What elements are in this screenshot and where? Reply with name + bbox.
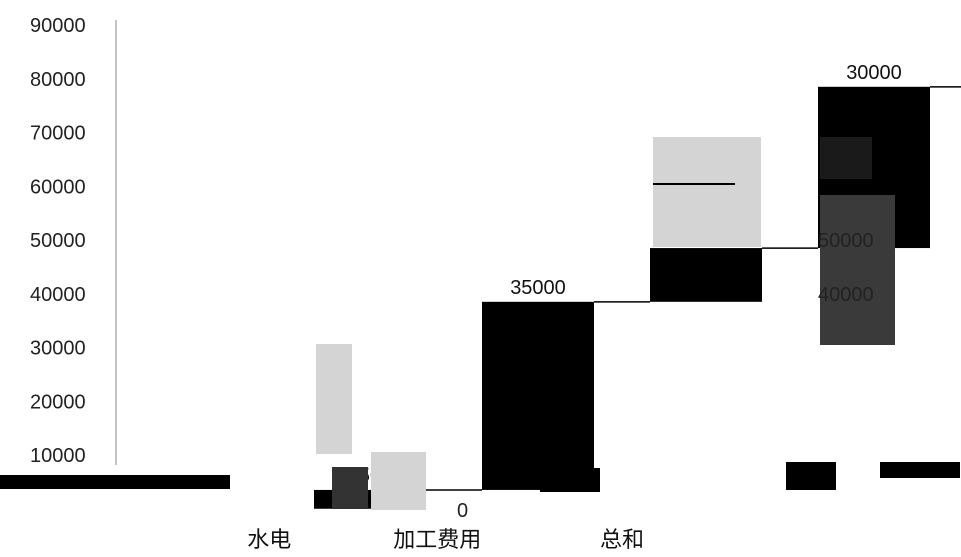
artifact-gray-block: [316, 344, 352, 454]
y-tick-label: 80000: [30, 69, 86, 91]
artifact-small-dark-2: [786, 462, 836, 490]
partial-label-40000: 40000: [818, 284, 874, 306]
y-tick-label: 50000: [30, 230, 86, 252]
y-tick-label: 60000: [30, 176, 86, 198]
artifact-gray-block-3: [371, 452, 426, 510]
y-tick-label: 70000: [30, 123, 86, 145]
artifact-bottom-block: [332, 467, 368, 509]
y-tick-labels: 10000 20000 30000 40000 50000 60000 70000 80000…: [30, 15, 86, 467]
artifact-gray-block-2: [653, 137, 761, 247]
y-tick-label: 10000: [30, 445, 86, 467]
artifact-dark-block-2: [820, 195, 895, 345]
y-tick-label: 30000: [30, 338, 86, 360]
x-category-label: 水电: [247, 527, 291, 552]
waterfall-bar: [650, 248, 762, 302]
overlay-artifacts: 0 50000 40000: [0, 137, 960, 522]
y-tick-label: 40000: [30, 284, 86, 306]
artifact-small-dark: [540, 468, 600, 492]
zero-label: 0: [457, 500, 468, 522]
artifact-dark-block: [820, 137, 872, 179]
bar-value-label: 35000: [510, 277, 566, 299]
waterfall-bar: [482, 301, 594, 490]
x-category-label: 总和: [600, 527, 644, 552]
partial-label-50000: 50000: [818, 230, 874, 252]
artifact-bottom-band: [0, 475, 230, 489]
connectors: [426, 86, 961, 491]
y-tick-label: 20000: [30, 391, 86, 413]
bar-value-label: 30000: [846, 62, 902, 84]
x-category-label: 加工费用: [393, 527, 481, 552]
artifact-right-band: [880, 462, 960, 478]
bars: [314, 86, 930, 509]
y-tick-label: 90000: [30, 15, 86, 37]
x-category-labels: 水电加工费用总和因水吸附材料: [247, 527, 644, 552]
